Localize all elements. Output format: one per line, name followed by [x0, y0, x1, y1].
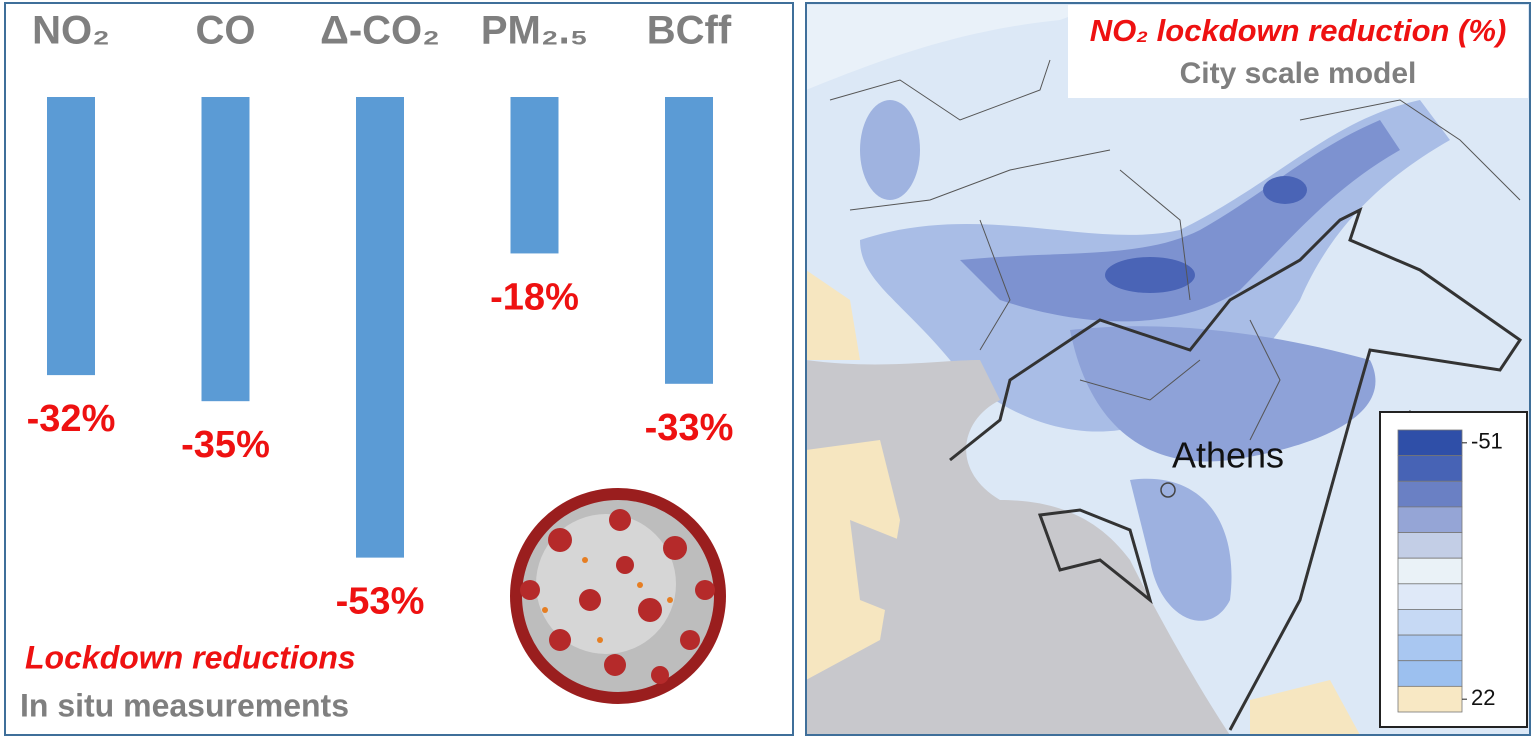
colorbar-swatch [1397, 685, 1463, 713]
colorbar-swatch [1397, 480, 1463, 508]
bar [665, 97, 713, 384]
colorbar-swatch [1397, 455, 1463, 482]
value-label: -33% [645, 407, 734, 449]
virus-illustration [510, 488, 726, 704]
colorbar-swatch [1397, 634, 1463, 662]
category-label: CO [196, 9, 256, 53]
map-subtitle: City scale model [1180, 57, 1417, 90]
colorbar-swatch [1397, 532, 1463, 559]
colorbar-tick-label: -51 [1471, 429, 1503, 454]
map-title: NO₂ lockdown reduction (%) [1090, 13, 1507, 48]
colorbar-swatch [1397, 583, 1463, 610]
colorbar-swatch [1397, 660, 1463, 687]
map-panel [805, 2, 1531, 736]
colorbar-swatch [1397, 429, 1463, 457]
colorbar: -51 22 [1397, 429, 1503, 713]
value-label: -53% [336, 581, 425, 623]
colorbar-swatch [1397, 557, 1463, 585]
chart-subtitle: In situ measurements [20, 687, 349, 723]
value-label: -18% [490, 276, 579, 318]
category-label: NO₂ [32, 9, 110, 53]
bar-chart: NO₂ -32% CO -35% Δ-CO₂ -53% PM₂.₅ -18% BCff -33% [27, 9, 734, 623]
category-label: BCff [647, 9, 732, 53]
place-label: Athens [1172, 435, 1284, 476]
colorbar-swatch [1397, 506, 1463, 533]
colorbar-tick-label: 22 [1471, 685, 1495, 710]
category-label: PM₂.₅ [481, 9, 588, 53]
colorbar-swatch [1397, 609, 1463, 636]
value-label: -32% [27, 398, 116, 440]
category-label: Δ-CO₂ [320, 9, 440, 53]
bar [47, 97, 95, 376]
bar [201, 97, 250, 402]
bar [510, 97, 559, 254]
bar [356, 97, 404, 558]
chart-title: Lockdown reductions [25, 639, 356, 675]
value-label: -35% [181, 424, 270, 466]
